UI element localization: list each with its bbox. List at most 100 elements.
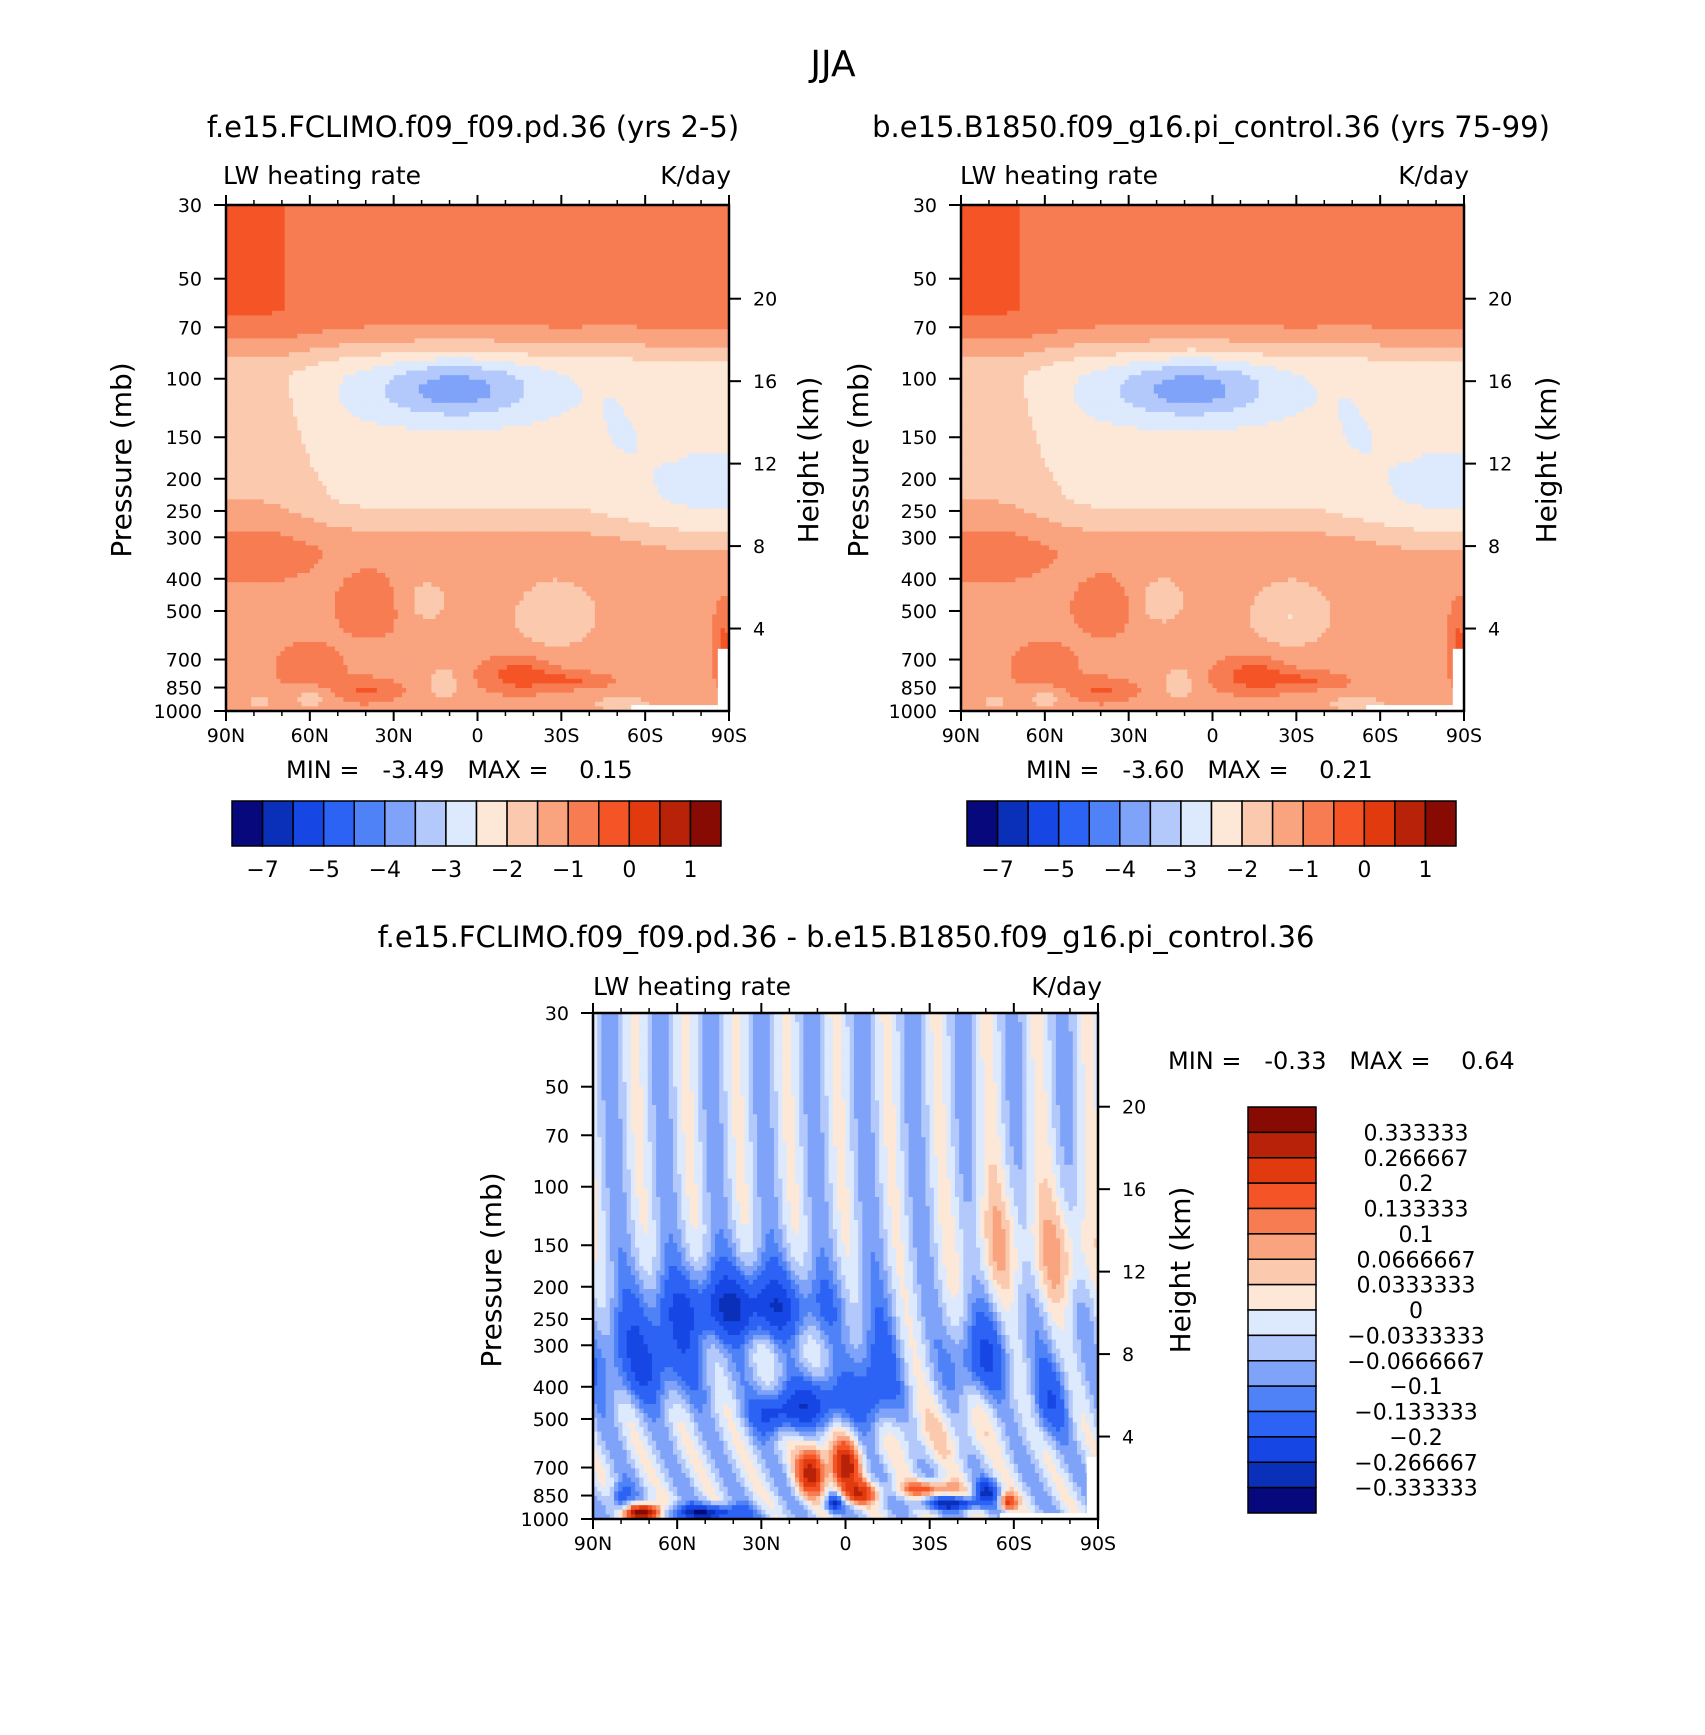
p1-cell: [452, 214, 457, 219]
p1-cell: [553, 210, 558, 215]
p1-cell: [318, 237, 323, 242]
p1-cell: [553, 219, 558, 224]
p1-cell: [591, 228, 596, 233]
p1-cell: [536, 233, 541, 238]
p1-cell: [276, 237, 281, 242]
p1-cell: [704, 210, 709, 215]
p1-cell: [247, 219, 252, 224]
p1-cell: [465, 233, 470, 238]
p1-cell: [373, 242, 378, 247]
p1-cell: [616, 228, 621, 233]
p1-cell: [364, 223, 369, 228]
p1-cell: [327, 242, 332, 247]
p1-cell: [599, 210, 604, 215]
p1-cell: [310, 237, 315, 242]
p1-cell: [536, 223, 541, 228]
p1-cell: [280, 214, 285, 219]
p1-cell: [603, 233, 608, 238]
p1-cell: [289, 214, 294, 219]
p1-cell: [658, 223, 663, 228]
p1-cell: [599, 219, 604, 224]
p1-cell: [561, 237, 566, 242]
p1-cell: [612, 214, 617, 219]
p1-cell: [624, 223, 629, 228]
p1-cell: [352, 237, 357, 242]
p1-cell: [306, 228, 311, 233]
p1-cell: [683, 228, 688, 233]
p1-cell: [586, 228, 591, 233]
p1-cell: [419, 214, 424, 219]
p1-cell: [465, 219, 470, 224]
p1-cell: [406, 228, 411, 233]
p1-cell: [691, 228, 696, 233]
p1-cell: [260, 242, 265, 247]
p1-cell: [394, 233, 399, 238]
p1-cell: [322, 228, 327, 233]
p1-cell: [230, 233, 235, 238]
p1-cell: [721, 223, 726, 228]
p1-cell: [578, 214, 583, 219]
p1-cell: [482, 219, 487, 224]
p1-cell: [322, 233, 327, 238]
p1-cell: [662, 219, 667, 224]
p1-cell: [310, 242, 315, 247]
p1-cell: [310, 219, 315, 224]
p1-cell: [423, 233, 428, 238]
p1-cell: [356, 219, 361, 224]
p1-cell: [683, 233, 688, 238]
p1-cell: [654, 214, 659, 219]
p1-cell: [612, 223, 617, 228]
p1-cell: [427, 223, 432, 228]
p1-cell: [364, 210, 369, 215]
p1-cell: [335, 223, 340, 228]
p1-cell: [260, 210, 265, 215]
p1-cell: [465, 228, 470, 233]
p1-cell: [662, 233, 667, 238]
p1-cell: [423, 219, 428, 224]
p1-cell: [402, 214, 407, 219]
p1-cell: [490, 214, 495, 219]
p1-cell: [331, 210, 336, 215]
p1-cell: [230, 228, 235, 233]
p1-cell: [469, 210, 474, 215]
p1-cell: [721, 219, 726, 224]
p1-cell: [482, 214, 487, 219]
p1-cell: [540, 214, 545, 219]
p1-cell: [511, 223, 516, 228]
p1-cell: [398, 237, 403, 242]
p1-cell: [452, 223, 457, 228]
p1-cell: [360, 223, 365, 228]
p1-cell: [528, 233, 533, 238]
p1-cell: [306, 210, 311, 215]
p1-cell: [670, 228, 675, 233]
p1-cell: [515, 219, 520, 224]
p1-cell: [314, 233, 319, 238]
p1-cell: [268, 233, 273, 238]
p1-cell: [628, 223, 633, 228]
p1-cell: [457, 219, 462, 224]
p1-cell: [700, 214, 705, 219]
p1-cell: [243, 242, 248, 247]
p1-cell: [490, 237, 495, 242]
p1-cell: [628, 228, 633, 233]
p1-cell: [465, 237, 470, 242]
p1-cell: [272, 214, 277, 219]
p1-cell: [616, 214, 621, 219]
p1-cell: [557, 219, 562, 224]
p1-cell: [419, 233, 424, 238]
p1-cell: [695, 219, 700, 224]
panel-1: f.e15.FCLIMO.f09_f09.pd.36 (yrs 2-5) LW …: [105, 110, 825, 883]
p1-cell: [498, 214, 503, 219]
p1-cell: [352, 233, 357, 238]
p1-cell: [540, 219, 545, 224]
p1-cell: [490, 210, 495, 215]
p1-cell: [452, 210, 457, 215]
p1-cell: [377, 233, 382, 238]
p1-cell: [675, 210, 680, 215]
p1-cell: [494, 233, 499, 238]
p1-cell: [339, 210, 344, 215]
p1-cell: [369, 223, 374, 228]
p1-cell: [478, 214, 483, 219]
p1-cell: [637, 210, 642, 215]
p1-cell: [289, 237, 294, 242]
